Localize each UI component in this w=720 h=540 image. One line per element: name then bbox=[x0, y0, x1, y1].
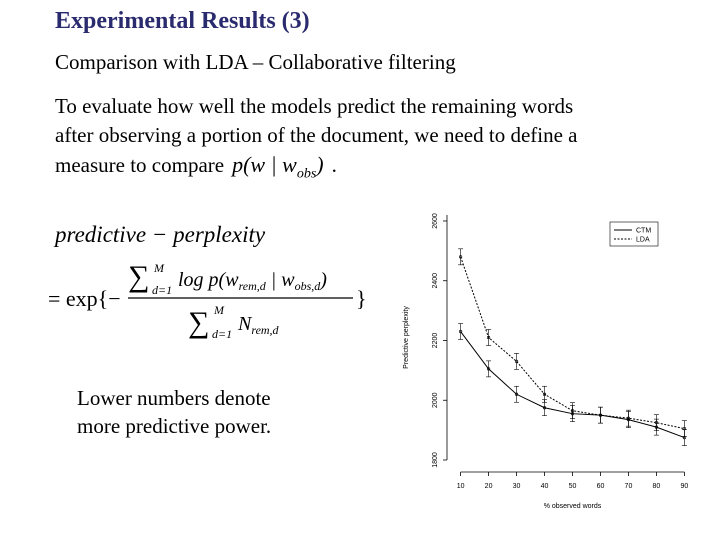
x-tick-label-30: 30 bbox=[513, 483, 521, 490]
intro-paragraph: To evaluate how well the models predict … bbox=[55, 92, 695, 188]
perplexity-formula: = exp{− ∑ M d=1 log p(wrem,d | wobs,d) ∑… bbox=[48, 260, 367, 341]
x-tick-label-60: 60 bbox=[597, 483, 605, 490]
legend-label-ctm: CTM bbox=[636, 228, 651, 235]
note-line-2: more predictive power. bbox=[77, 414, 272, 438]
y-tick-label-2400: 2400 bbox=[432, 273, 439, 289]
num-log: log p(w bbox=[178, 269, 239, 291]
perplexity-chart: 1800 2000 2200 2400 2600 Predictive perplexit… bbox=[403, 213, 689, 510]
paragraph-line-3: measure to compare p(w | wobs). bbox=[55, 150, 695, 188]
den-N: N bbox=[237, 313, 253, 335]
slide-subtitle: Comparison with LDA – Collaborative filt… bbox=[55, 50, 456, 74]
x-tick-label-10: 10 bbox=[457, 483, 465, 490]
slide-title: Experimental Results (3) bbox=[55, 8, 310, 34]
paragraph-line-3-text: measure to compare bbox=[55, 153, 225, 177]
formula-numerator: log p(wrem,d | wobs,d) bbox=[178, 269, 327, 293]
legend-box bbox=[609, 221, 659, 247]
paragraph-period: . bbox=[331, 153, 337, 177]
y-tick-label-1800: 1800 bbox=[432, 452, 439, 468]
formula-label: predictive − perplexity bbox=[55, 222, 266, 247]
sum-top-num: M bbox=[153, 261, 165, 275]
paragraph-line-2: after observing a portion of the documen… bbox=[55, 123, 578, 147]
legend-label-lda: LDA bbox=[636, 237, 650, 244]
inline-formula-end: ) bbox=[316, 152, 324, 177]
x-tick-label-40: 40 bbox=[541, 483, 549, 490]
formula-denominator: Nrem,d bbox=[237, 313, 280, 337]
sum-symbol-den: ∑ bbox=[188, 306, 209, 339]
x-tick-label-20: 20 bbox=[485, 483, 493, 490]
num-end: ) bbox=[319, 269, 327, 291]
x-tick-label-90: 90 bbox=[681, 483, 689, 490]
num-sub: rem,d bbox=[239, 279, 267, 293]
formula-close: } bbox=[356, 286, 367, 311]
x-axis-label: % observed words bbox=[544, 503, 602, 510]
num-sub2: obs,d bbox=[295, 279, 322, 293]
sum-top-den: M bbox=[213, 303, 225, 317]
y-tick-label-2200: 2200 bbox=[432, 333, 439, 349]
x-tick-label-50: 50 bbox=[569, 483, 577, 490]
y-tick-label-2600: 2600 bbox=[432, 213, 439, 229]
den-sub: rem,d bbox=[251, 323, 279, 337]
paragraph-line-1: To evaluate how well the models predict … bbox=[55, 94, 574, 118]
y-axis-label: Predictive perplexity bbox=[403, 306, 410, 369]
formula-eq: = exp{− bbox=[48, 286, 121, 311]
sum-bottom-num: d=1 bbox=[152, 283, 172, 297]
y-tick-label-2000: 2000 bbox=[432, 392, 439, 408]
note-line-1: Lower numbers denote bbox=[77, 386, 271, 410]
sum-symbol-num: ∑ bbox=[128, 260, 149, 293]
sum-bottom-den: d=1 bbox=[212, 327, 232, 341]
inline-formula: p(w | wobs) bbox=[232, 150, 324, 188]
x-tick-label-70: 70 bbox=[625, 483, 633, 490]
inline-formula-sub: obs bbox=[296, 166, 317, 182]
num-mid: | w bbox=[266, 269, 295, 291]
x-tick-label-80: 80 bbox=[653, 483, 661, 490]
inline-formula-body: p(w | w bbox=[232, 152, 297, 177]
note-text: Lower numbers denote more predictive pow… bbox=[77, 384, 271, 440]
